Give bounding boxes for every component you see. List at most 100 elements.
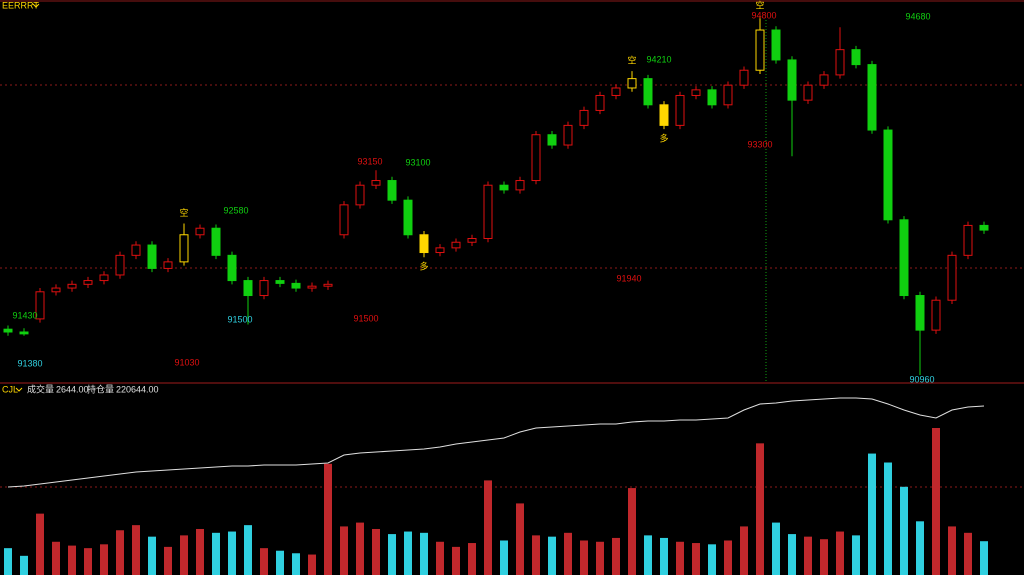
price-annotation: 91430: [12, 310, 37, 320]
candle-body: [707, 89, 717, 106]
volume-label: 成交量: [27, 383, 54, 394]
volume-bar: [180, 535, 188, 575]
volume-bar: [132, 525, 140, 575]
candle-body: [883, 129, 893, 221]
volume-bar: [740, 526, 748, 575]
signal-label: 空: [755, 0, 764, 10]
signal-label: 空: [179, 207, 188, 218]
candle-body: [291, 282, 301, 289]
candle-body: [355, 184, 365, 206]
candle-body: [339, 204, 349, 236]
volume-bar: [884, 462, 892, 575]
signal-label: 多: [659, 132, 668, 143]
price-annotation: 93150: [357, 156, 382, 166]
candle-body: [915, 295, 925, 331]
price-annotation: 93100: [405, 157, 430, 167]
candle-body: [755, 29, 765, 71]
volume-bar: [804, 536, 812, 575]
price-annotation: 90960: [909, 374, 934, 384]
volume-bar: [692, 543, 700, 575]
candle-body: [627, 78, 637, 89]
volume-bar: [980, 541, 988, 575]
volume-bar: [388, 534, 396, 575]
candle-body: [131, 244, 141, 256]
candle-body: [371, 180, 381, 186]
volume-bar: [532, 535, 540, 575]
candle-body: [851, 49, 861, 66]
volume-bar: [260, 548, 268, 575]
candle-body: [243, 280, 253, 297]
candle-body: [211, 227, 221, 256]
volume-bar: [324, 463, 332, 575]
candle-body: [83, 280, 93, 285]
volume-bar: [340, 526, 348, 575]
price-annotation: 94800: [751, 10, 776, 20]
candle-body: [611, 87, 621, 96]
volume-bar: [788, 534, 796, 575]
candle-body: [147, 244, 157, 269]
candle-body: [259, 280, 269, 297]
volume-bar: [676, 541, 684, 575]
volume-bar: [836, 531, 844, 575]
volume-bar: [228, 531, 236, 575]
price-annotation: 93300: [747, 139, 772, 149]
volume-bar: [404, 531, 412, 575]
price-annotation: 91940: [616, 273, 641, 283]
candle-body: [579, 109, 589, 126]
volume-bar: [580, 540, 588, 575]
candle-body: [739, 69, 749, 86]
candle-body: [387, 180, 397, 201]
symbol-title[interactable]: EERRRT: [2, 0, 39, 10]
candle-body: [531, 134, 541, 182]
volume-bar: [964, 532, 972, 575]
volume-bar: [196, 528, 204, 575]
dropdown-icon[interactable]: [32, 3, 40, 8]
candle-body: [547, 134, 557, 146]
volume-bar: [708, 544, 716, 575]
volume-bar: [68, 545, 76, 575]
volume-bar: [52, 541, 60, 575]
volume-bar: [900, 486, 908, 575]
price-annotation: 94680: [905, 11, 930, 21]
dropdown-icon[interactable]: [15, 387, 23, 392]
candle-body: [435, 247, 445, 254]
candle-body: [419, 234, 429, 254]
volume-bar: [852, 535, 860, 575]
candle-body: [835, 49, 845, 76]
volume-bar: [596, 541, 604, 575]
signal-label: 空: [627, 55, 636, 66]
volume-bar: [868, 453, 876, 575]
candle-body: [195, 227, 205, 236]
candle-body: [115, 254, 125, 276]
volume-value: 2644.00: [56, 384, 89, 394]
volume-bar: [452, 546, 460, 575]
candle-body: [675, 94, 685, 126]
volume-bar: [372, 528, 380, 575]
candle-body: [51, 287, 61, 293]
volume-bar: [36, 513, 44, 575]
volume-bar: [292, 553, 300, 575]
indicator-name[interactable]: CJL: [2, 384, 18, 394]
candle-body: [771, 29, 781, 61]
candle-body: [819, 74, 829, 86]
candle-body: [691, 89, 701, 96]
candle-body: [499, 184, 509, 191]
price-annotation: 91030: [174, 357, 199, 367]
volume-bar: [500, 540, 508, 575]
candle-body: [643, 78, 653, 106]
volume-bar: [772, 522, 780, 575]
volume-bar: [100, 544, 108, 575]
volume-bar: [212, 532, 220, 575]
volume-bar: [484, 480, 492, 575]
candle-body: [403, 199, 413, 236]
candle-body: [67, 283, 77, 289]
volume-bar: [244, 525, 252, 575]
candle-body: [467, 238, 477, 243]
volume-bar: [116, 530, 124, 575]
candle-body: [227, 254, 237, 282]
signal-label: 多: [419, 261, 428, 272]
volume-bar: [548, 536, 556, 575]
volume-bar: [628, 488, 636, 575]
